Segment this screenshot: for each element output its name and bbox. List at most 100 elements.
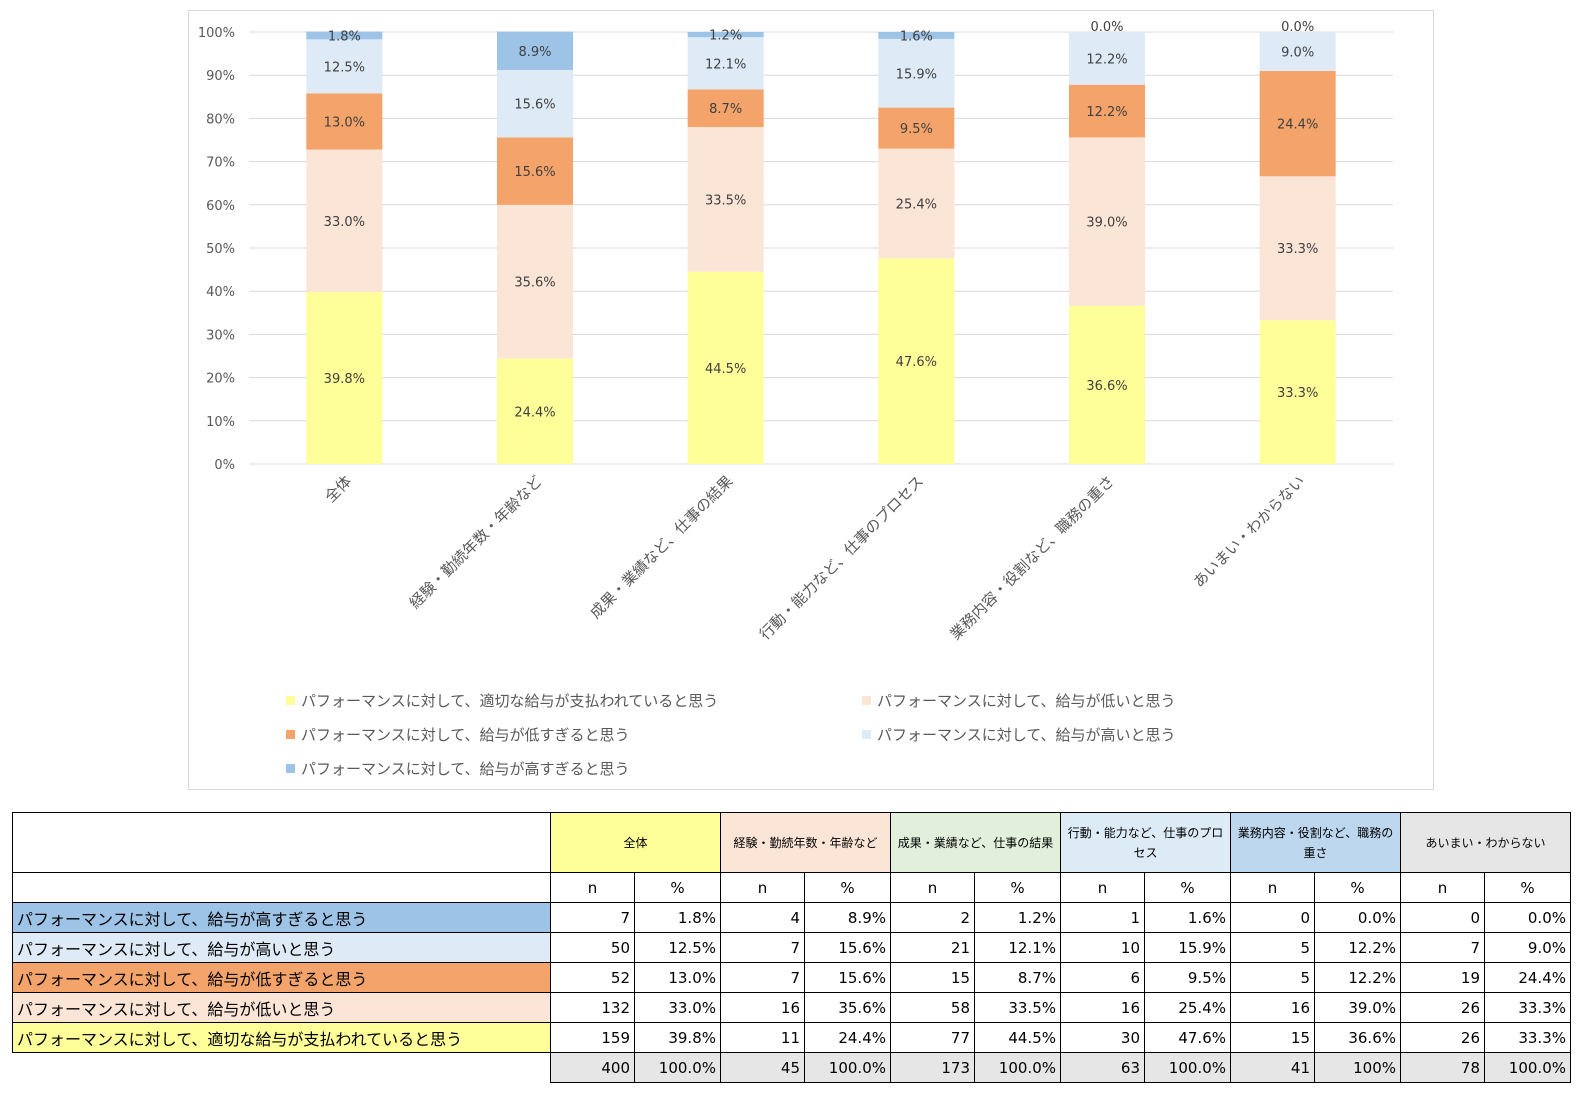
- table-total-cell: 45: [720, 1052, 805, 1083]
- table-cell: 5: [1230, 932, 1315, 963]
- table-total-cell: 100.0%: [974, 1052, 1061, 1083]
- y-tick-label: 20%: [206, 372, 235, 387]
- table-subheader-pct: %: [974, 872, 1061, 903]
- table-total-cell: 41: [1230, 1052, 1315, 1083]
- table-row: パフォーマンスに対して、給与が低すぎると思う 52 13.0% 7 15.6% 15 8.7…: [12, 962, 1571, 993]
- data-label: 39.8%: [324, 372, 365, 387]
- data-label: 25.4%: [896, 198, 937, 213]
- data-label: 12.2%: [1086, 52, 1127, 67]
- legend-item: パフォーマンスに対して、給与が高すぎると思う: [286, 758, 630, 779]
- bar-segment: [306, 149, 383, 293]
- bar-segment: [1259, 32, 1336, 71]
- legend-item: パフォーマンスに対して、給与が高いと思う: [862, 724, 1176, 745]
- table-cell: 58: [890, 992, 975, 1023]
- table-cell: 0.0%: [1484, 902, 1571, 933]
- table-cell: 44.5%: [974, 1022, 1061, 1053]
- table-cell: 15: [1230, 1022, 1315, 1053]
- bar-segment: [1069, 305, 1145, 464]
- table-cell: 33.3%: [1484, 1022, 1571, 1053]
- bar-segment: [687, 89, 764, 128]
- data-label: 15.6%: [514, 98, 555, 113]
- table-total-cell: 100.0%: [1484, 1052, 1571, 1083]
- table-blank-cell: [12, 872, 551, 903]
- table-cell: 26: [1400, 992, 1485, 1023]
- data-label: 15.9%: [896, 67, 937, 82]
- y-tick-label: 10%: [206, 415, 235, 430]
- table-cell: 26: [1400, 1022, 1485, 1053]
- table-cell: 1.8%: [634, 902, 721, 933]
- data-label: 9.5%: [900, 122, 933, 137]
- table-total-cell: 100.0%: [804, 1052, 891, 1083]
- bar-segment: [306, 93, 383, 150]
- y-tick-label: 0%: [214, 458, 235, 473]
- table-subheader-n: n: [720, 872, 805, 903]
- bar-segment: [878, 107, 955, 149]
- table-group-header: 成果・業績など、仕事の結果: [890, 812, 1061, 873]
- table-cell: 12.1%: [974, 932, 1061, 963]
- data-label: 36.6%: [1086, 379, 1127, 394]
- table-cell: 50: [550, 932, 635, 963]
- table-cell: 12.2%: [1314, 962, 1401, 993]
- table-cell: 47.6%: [1144, 1022, 1231, 1053]
- legend-label: パフォーマンスに対して、適切な給与が支払われていると思う: [301, 692, 719, 710]
- bar-segment: [497, 70, 573, 138]
- table-subheader-pct: %: [804, 872, 891, 903]
- table-cell: 8.7%: [974, 962, 1061, 993]
- table-total-cell: 100%: [1314, 1052, 1401, 1083]
- table-cell: 33.5%: [974, 992, 1061, 1023]
- bar-segment: [1069, 84, 1145, 138]
- y-tick-label: 100%: [198, 26, 235, 41]
- table-row-label: パフォーマンスに対して、給与が低すぎると思う: [12, 962, 551, 993]
- table-subheader-n: n: [550, 872, 635, 903]
- category-label: 成果・業績など、仕事の結果: [586, 472, 736, 622]
- data-label: 15.6%: [514, 165, 555, 180]
- bar-segment: [1259, 70, 1336, 177]
- legend-label: パフォーマンスに対して、給与が高すぎると思う: [301, 760, 630, 778]
- data-label: 13.0%: [324, 115, 365, 130]
- table-subheader-n: n: [1400, 872, 1485, 903]
- y-tick-label: 80%: [206, 112, 235, 127]
- data-label: 12.5%: [324, 60, 365, 75]
- data-label: 24.4%: [1277, 118, 1318, 133]
- legend-label: パフォーマンスに対して、給与が高いと思う: [877, 726, 1176, 744]
- table-total-cell: 400: [550, 1052, 635, 1083]
- table-cell: 15: [890, 962, 975, 993]
- legend-item: パフォーマンスに対して、給与が低いと思う: [862, 690, 1176, 711]
- table-cell: 30: [1060, 1022, 1145, 1053]
- bar-segment: [497, 31, 573, 71]
- data-label: 39.0%: [1086, 216, 1127, 231]
- bar-segment: [878, 148, 955, 259]
- category-label: 経験・勤続年数・年齢など: [406, 472, 546, 612]
- table-cell: 52: [550, 962, 635, 993]
- table-cell: 9.5%: [1144, 962, 1231, 993]
- table-subheader-n: n: [1230, 872, 1315, 903]
- table-cell: 12.2%: [1314, 932, 1401, 963]
- table-total-cell: 63: [1060, 1052, 1145, 1083]
- data-label: 8.7%: [709, 102, 742, 117]
- table-row-label: パフォーマンスに対して、適切な給与が支払われていると思う: [12, 1022, 551, 1053]
- data-label: 12.2%: [1086, 105, 1127, 120]
- table-subheader-row: n% n% n% n% n% n%: [12, 872, 1571, 903]
- table-cell: 1: [1060, 902, 1145, 933]
- table-total-cell: 173: [890, 1052, 975, 1083]
- legend-item: パフォーマンスに対して、給与が低すぎると思う: [286, 724, 630, 745]
- table-subheader-pct: %: [1484, 872, 1571, 903]
- data-table: 全体 経験・勤続年数・年齢など 成果・業績など、仕事の結果 行動・能力など、仕事のプロ…: [12, 812, 1571, 1083]
- table-group-header: 全体: [550, 812, 721, 873]
- data-label: 0.0%: [1090, 20, 1123, 35]
- table-group-header: 業務内容・役割など、職務の重さ: [1230, 812, 1401, 873]
- y-tick-label: 60%: [206, 199, 235, 214]
- table-total-label: [12, 1052, 551, 1083]
- bar-segment: [306, 39, 383, 94]
- bar-segment: [1069, 137, 1145, 306]
- table-cell: 19: [1400, 962, 1485, 993]
- table-subheader-n: n: [890, 872, 975, 903]
- table-cell: 8.9%: [804, 902, 891, 933]
- data-label: 24.4%: [514, 405, 555, 420]
- table-cell: 5: [1230, 962, 1315, 993]
- legend-label: パフォーマンスに対して、給与が低いと思う: [877, 692, 1176, 710]
- table-cell: 16: [1230, 992, 1315, 1023]
- data-label: 8.9%: [518, 45, 551, 60]
- category-label: 業務内容・役割など、職務の重さ: [947, 472, 1118, 643]
- table-subheader-pct: %: [1144, 872, 1231, 903]
